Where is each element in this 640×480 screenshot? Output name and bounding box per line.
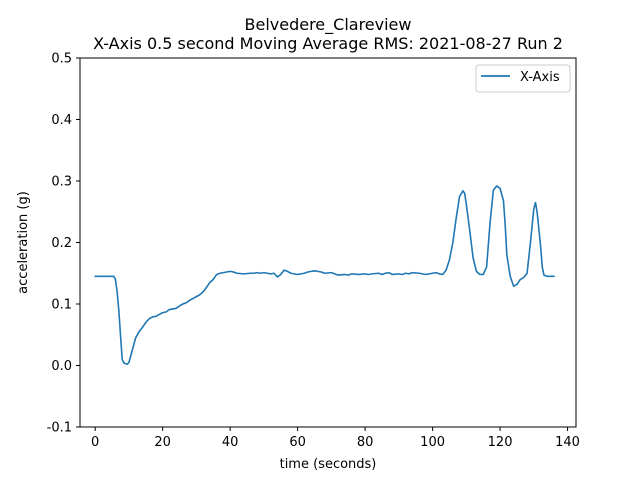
legend-box <box>475 64 571 93</box>
x-axis-label: time (seconds) <box>280 457 377 472</box>
y-tick-label: -0.1 <box>47 421 72 436</box>
x-tick-label: 0 <box>91 435 99 450</box>
y-tick-label: 0.2 <box>51 236 72 251</box>
x-tick-label: 120 <box>488 435 513 450</box>
chart-title: Belvedere_Clareview <box>245 15 412 35</box>
legend-label: X-Axis <box>520 70 560 85</box>
y-tick-label: 0.0 <box>51 359 72 374</box>
x-axis-ticks: 0 20 40 60 80 100 120 140 <box>91 427 580 450</box>
y-axis-ticks: -0.1 0.0 0.1 0.2 0.3 0.4 0.5 <box>47 52 80 436</box>
x-tick-label: 100 <box>420 435 445 450</box>
chart-subtitle: X-Axis 0.5 second Moving Average RMS: 20… <box>93 34 563 53</box>
x-tick-label: 60 <box>289 435 306 450</box>
y-tick-label: 0.4 <box>51 113 72 128</box>
legend: X-Axis <box>475 64 571 93</box>
series-line-x-axis <box>94 185 555 366</box>
x-tick-label: 140 <box>555 435 580 450</box>
y-tick-label: 0.3 <box>51 175 72 190</box>
y-tick-label: 0.5 <box>51 52 72 67</box>
x-tick-label: 20 <box>154 435 171 450</box>
y-axis-label: acceleration (g) <box>16 191 31 294</box>
plot-frame <box>79 57 577 428</box>
x-tick-label: 40 <box>222 435 239 450</box>
y-tick-label: 0.1 <box>51 298 72 313</box>
x-tick-label: 80 <box>357 435 374 450</box>
